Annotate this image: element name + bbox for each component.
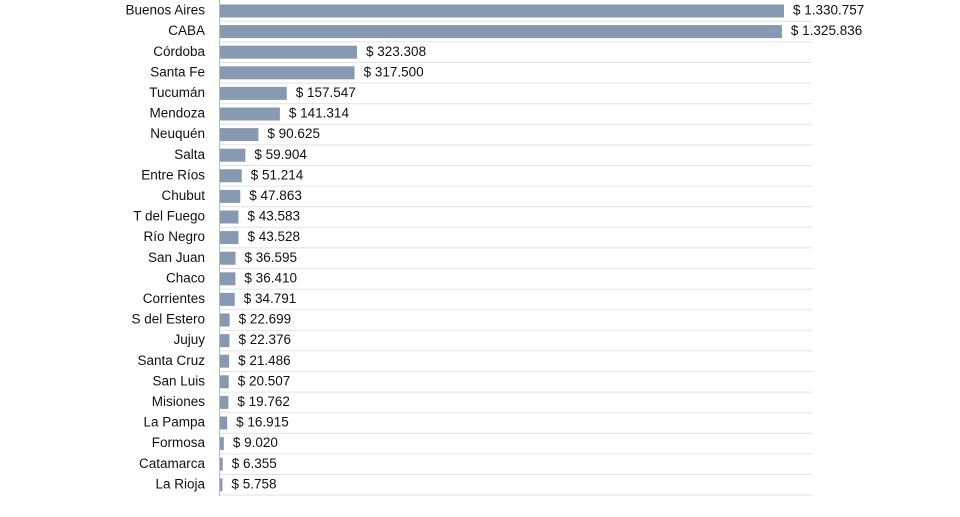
- category-label: Mendoza: [149, 106, 205, 121]
- value-label: $ 47.863: [249, 188, 302, 203]
- value-label: $ 34.791: [244, 291, 297, 306]
- value-label: $ 90.625: [267, 126, 320, 141]
- category-label: S del Estero: [131, 312, 205, 327]
- value-label: $ 16.915: [236, 415, 289, 430]
- bar: [220, 313, 230, 327]
- category-label: Santa Fe: [150, 64, 205, 79]
- bar: [220, 169, 242, 183]
- bar: [220, 457, 223, 471]
- value-label: $ 5.758: [231, 476, 276, 491]
- value-label: $ 22.699: [239, 312, 292, 327]
- bar: [220, 189, 241, 203]
- category-label: Salta: [174, 147, 205, 162]
- bar: [220, 292, 235, 306]
- category-label: San Luis: [152, 373, 205, 388]
- category-label: Chaco: [166, 270, 205, 285]
- bar: [220, 231, 239, 245]
- bar: [220, 148, 246, 162]
- value-label: $ 323.308: [366, 44, 426, 59]
- bar: [220, 272, 236, 286]
- value-label: $ 51.214: [251, 167, 304, 182]
- category-label: CABA: [168, 23, 205, 38]
- value-label: $ 6.355: [232, 456, 277, 471]
- value-label: $ 317.500: [364, 64, 424, 79]
- value-label: $ 21.486: [238, 353, 291, 368]
- category-label: Formosa: [152, 435, 206, 450]
- value-label: $ 59.904: [254, 147, 307, 162]
- category-label: Entre Ríos: [141, 167, 205, 182]
- category-label: Catamarca: [139, 456, 206, 471]
- category-label: Corrientes: [143, 291, 206, 306]
- bar: [220, 375, 229, 389]
- bar: [220, 334, 230, 348]
- bar: [220, 66, 355, 80]
- value-label: $ 157.547: [296, 85, 356, 100]
- category-label: Misiones: [152, 394, 206, 409]
- bar: [220, 478, 223, 492]
- bar: [220, 86, 287, 100]
- bar: [220, 437, 224, 451]
- bar: [220, 416, 228, 430]
- category-label: Neuquén: [150, 126, 205, 141]
- category-label: T del Fuego: [133, 209, 205, 224]
- value-label: $ 43.583: [247, 209, 300, 224]
- value-label: $ 43.528: [247, 229, 300, 244]
- bar: [220, 395, 229, 409]
- value-label: $ 19.762: [237, 394, 290, 409]
- bar: [220, 354, 230, 368]
- category-label: Córdoba: [153, 44, 205, 59]
- value-label: $ 1.325.836: [791, 23, 862, 38]
- bar: [220, 107, 280, 121]
- category-label: Jujuy: [173, 332, 205, 347]
- value-label: $ 36.595: [245, 250, 298, 265]
- category-label: Buenos Aires: [125, 3, 205, 18]
- category-label: Tucumán: [149, 85, 205, 100]
- value-label: $ 36.410: [244, 270, 297, 285]
- category-label: Santa Cruz: [137, 353, 205, 368]
- bar: [220, 45, 358, 59]
- value-label: $ 22.376: [238, 332, 291, 347]
- bar: [220, 251, 236, 265]
- bar: [220, 210, 239, 224]
- category-label: La Rioja: [155, 476, 205, 491]
- category-label: Chubut: [161, 188, 205, 203]
- category-label: La Pampa: [143, 415, 205, 430]
- bar: [220, 128, 259, 142]
- category-label: San Juan: [148, 250, 205, 265]
- value-label: $ 9.020: [233, 435, 278, 450]
- category-label: Río Negro: [143, 229, 205, 244]
- value-label: $ 20.507: [238, 373, 291, 388]
- bar: [220, 4, 784, 18]
- value-label: $ 1.330.757: [793, 3, 864, 18]
- value-label: $ 141.314: [289, 106, 350, 121]
- bar: [220, 25, 782, 39]
